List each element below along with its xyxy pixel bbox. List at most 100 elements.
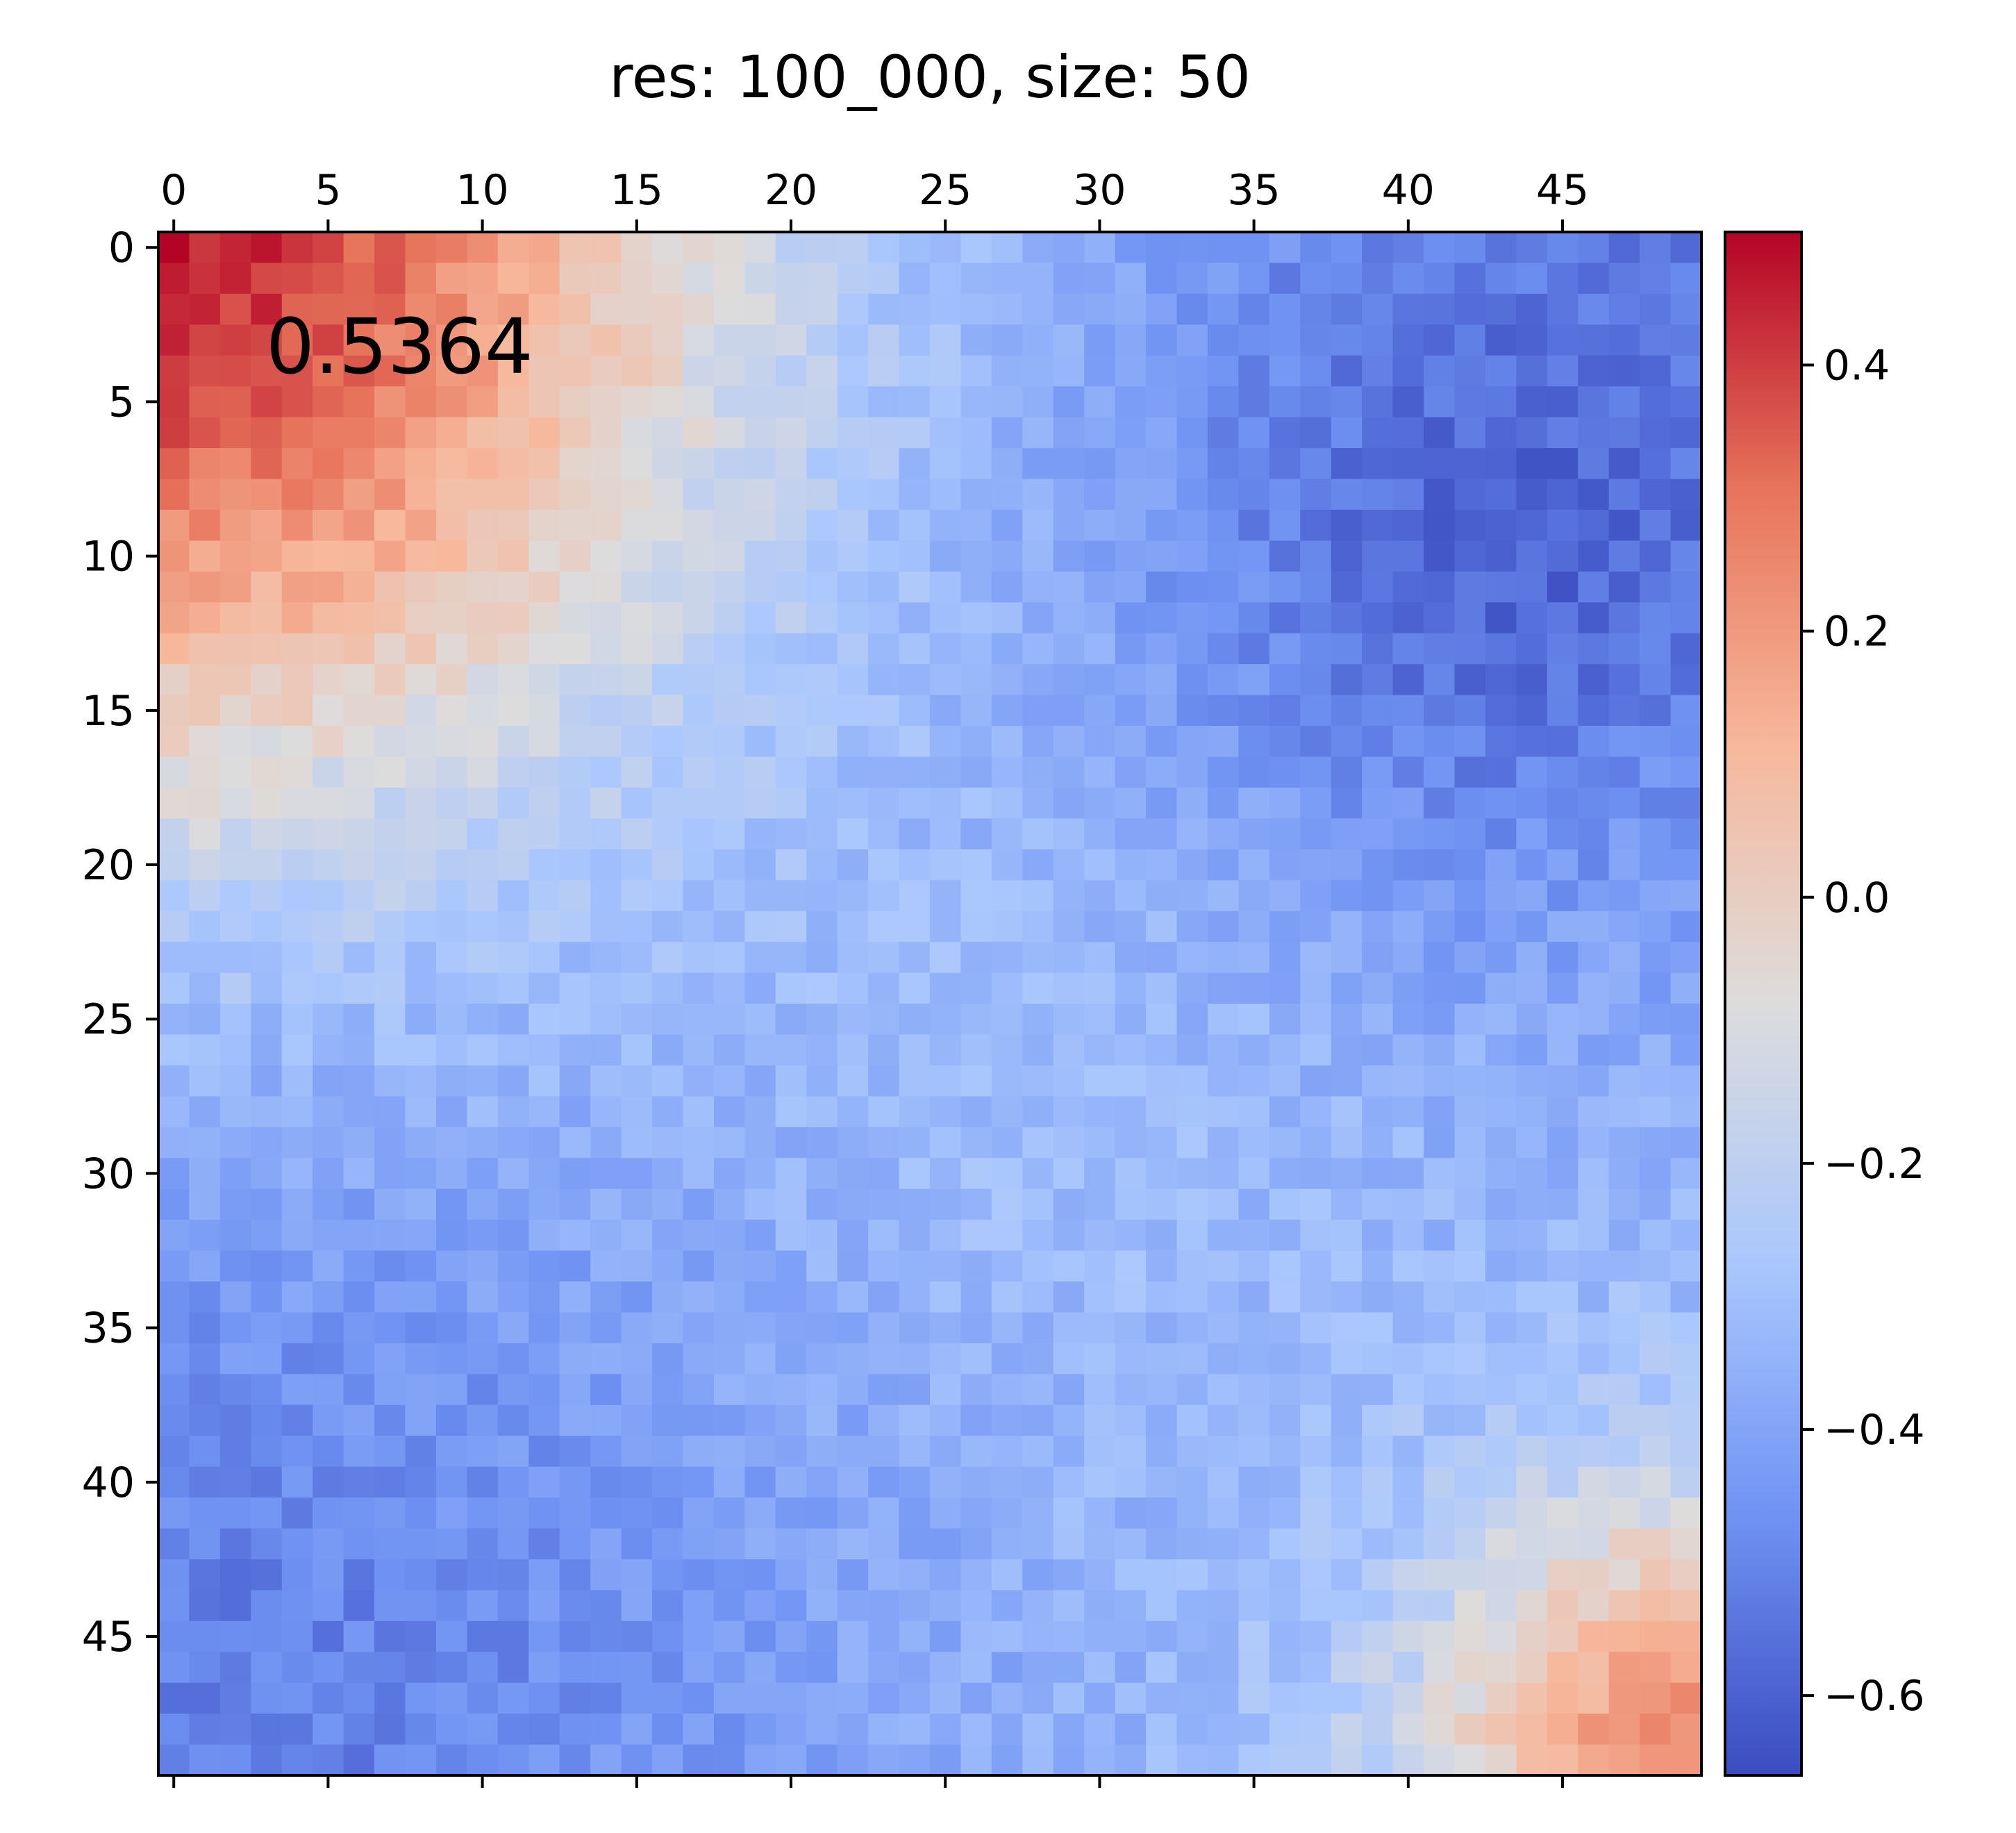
heatmap-cell — [683, 1034, 715, 1066]
heatmap-cell — [497, 972, 529, 1004]
heatmap-cell — [744, 1744, 776, 1776]
heatmap-cell — [1670, 1065, 1702, 1097]
heatmap-cell — [1547, 633, 1578, 665]
heatmap-cell — [1547, 1682, 1578, 1714]
heatmap-cell — [960, 1220, 992, 1252]
heatmap-cell — [1176, 1127, 1208, 1159]
heatmap-cell — [1640, 1744, 1672, 1776]
heatmap-cell — [713, 756, 745, 788]
heatmap-cell — [899, 1188, 931, 1220]
heatmap-cell — [1362, 232, 1394, 264]
heatmap-cell — [1485, 1250, 1517, 1282]
heatmap-cell — [775, 1559, 807, 1591]
heatmap-cell — [1516, 1404, 1548, 1436]
heatmap-cell — [899, 726, 931, 758]
heatmap-cell — [1547, 1652, 1578, 1684]
heatmap-cell — [1300, 1158, 1332, 1190]
heatmap-cell — [837, 972, 869, 1004]
heatmap-cell — [1238, 1220, 1270, 1252]
y-tick-label: 15 — [82, 687, 135, 736]
heatmap-cell — [1022, 263, 1054, 295]
heatmap-cell — [405, 849, 437, 881]
heatmap-cell — [1640, 1343, 1672, 1375]
heatmap-cell — [559, 695, 591, 727]
heatmap-cell — [713, 1744, 745, 1776]
heatmap-cell — [1084, 849, 1116, 881]
heatmap-cell — [158, 664, 190, 696]
heatmap-cell — [1238, 880, 1270, 912]
heatmap-cell — [1670, 540, 1702, 572]
heatmap-cell — [467, 726, 499, 758]
heatmap-cell — [590, 849, 622, 881]
heatmap-cell — [868, 448, 900, 480]
heatmap-cell — [343, 1250, 375, 1282]
heatmap-cell — [713, 1127, 745, 1159]
heatmap-cell — [343, 417, 375, 449]
heatmap-cell — [467, 818, 499, 850]
heatmap-cell — [405, 1714, 437, 1745]
heatmap-cell — [1454, 726, 1486, 758]
heatmap-cell — [960, 911, 992, 943]
heatmap-cell — [1392, 1096, 1424, 1128]
heatmap-cell — [189, 1436, 221, 1468]
heatmap-cell — [1608, 1220, 1640, 1252]
heatmap-cell — [251, 911, 283, 943]
heatmap-cell — [158, 1312, 190, 1344]
heatmap-cell — [158, 633, 190, 665]
heatmap-cell — [1392, 664, 1424, 696]
heatmap-cell — [1578, 1744, 1610, 1776]
heatmap-cell — [806, 942, 838, 974]
heatmap-cell — [1115, 1652, 1147, 1684]
heatmap-cell — [1516, 1312, 1548, 1344]
heatmap-cell — [281, 1404, 313, 1436]
heatmap-cell — [1392, 1498, 1424, 1529]
heatmap-cell — [435, 1034, 467, 1066]
heatmap-cell — [744, 1312, 776, 1344]
heatmap-cell — [251, 787, 283, 819]
heatmap-cell — [1547, 787, 1578, 819]
heatmap-cell — [1238, 386, 1270, 418]
heatmap-cell — [559, 818, 591, 850]
heatmap-cell — [559, 355, 591, 387]
heatmap-cell — [1176, 602, 1208, 634]
heatmap-cell — [1084, 1620, 1116, 1652]
heatmap-cell — [1670, 1004, 1702, 1036]
heatmap-cell — [713, 1281, 745, 1313]
heatmap-cell — [1424, 293, 1456, 325]
heatmap-cell — [744, 1034, 776, 1066]
heatmap-cell — [374, 1281, 406, 1313]
heatmap-cell — [1424, 1436, 1456, 1468]
heatmap-cell — [1115, 540, 1147, 572]
heatmap-cell — [1115, 756, 1147, 788]
heatmap-cell — [930, 1714, 962, 1745]
heatmap-cell — [1362, 263, 1394, 295]
heatmap-cell — [1578, 1528, 1610, 1560]
heatmap-cell — [1084, 1188, 1116, 1220]
heatmap-cell — [744, 1620, 776, 1652]
heatmap-cell — [775, 972, 807, 1004]
heatmap-cell — [683, 1188, 715, 1220]
heatmap-cell — [775, 1004, 807, 1036]
heatmap-cell — [652, 633, 684, 665]
heatmap-cell — [251, 726, 283, 758]
heatmap-cell — [1424, 787, 1456, 819]
heatmap-cell — [1392, 880, 1424, 912]
heatmap-cell — [713, 1065, 745, 1097]
heatmap-cell — [467, 942, 499, 974]
heatmap-cell — [930, 263, 962, 295]
heatmap-cell — [405, 695, 437, 727]
heatmap-cell — [899, 324, 931, 356]
heatmap-cell — [1207, 509, 1239, 541]
heatmap-cell — [1176, 1188, 1208, 1220]
heatmap-cell — [1608, 1652, 1640, 1684]
heatmap-cell — [1424, 1343, 1456, 1375]
heatmap-cell — [868, 849, 900, 881]
heatmap-cell — [1424, 1620, 1456, 1652]
heatmap-cell — [960, 1250, 992, 1282]
heatmap-cell — [435, 448, 467, 480]
heatmap-cell — [775, 1034, 807, 1066]
heatmap-cell — [1300, 1374, 1332, 1406]
heatmap-cell — [1146, 571, 1178, 603]
heatmap-cell — [1670, 1744, 1702, 1776]
heatmap-cell — [621, 1220, 653, 1252]
